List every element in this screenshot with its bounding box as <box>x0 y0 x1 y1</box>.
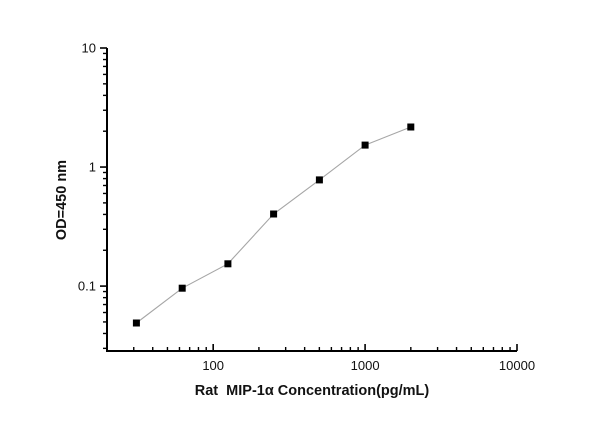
data-point-marker <box>178 284 186 292</box>
x-axis-tick-labels: 100 1000 10000 <box>202 358 535 373</box>
axis-spine <box>106 48 517 352</box>
data-point-marker <box>224 260 232 268</box>
data-point-marker <box>132 319 140 327</box>
curve-polyline <box>136 126 412 324</box>
x-tick-label: 1000 <box>351 358 380 373</box>
data-point-marker <box>315 176 323 184</box>
curve-line <box>136 126 412 324</box>
x-axis-major-ticks <box>212 344 518 351</box>
x-axis-minor-ticks <box>133 347 511 351</box>
data-point-marker <box>270 210 278 218</box>
y-tick-label: 0.1 <box>78 279 96 294</box>
data-point-marker <box>407 123 415 131</box>
curve-markers <box>132 123 415 327</box>
data-point-marker <box>361 141 369 149</box>
y-axis-major-ticks <box>100 47 107 287</box>
y-axis-minor-ticks <box>103 52 107 350</box>
x-tick-label: 100 <box>202 358 224 373</box>
y-axis-title: OD=450 nm <box>54 160 70 240</box>
y-tick-label: 1 <box>89 160 96 175</box>
axis-spines <box>106 48 517 352</box>
y-tick-label: 10 <box>82 41 96 56</box>
x-axis-title: Rat MIP-1α Concentration(pg/mL) <box>195 383 430 399</box>
x-tick-label: 10000 <box>499 358 535 373</box>
y-axis-tick-labels: 0.1 1 10 <box>78 41 96 294</box>
